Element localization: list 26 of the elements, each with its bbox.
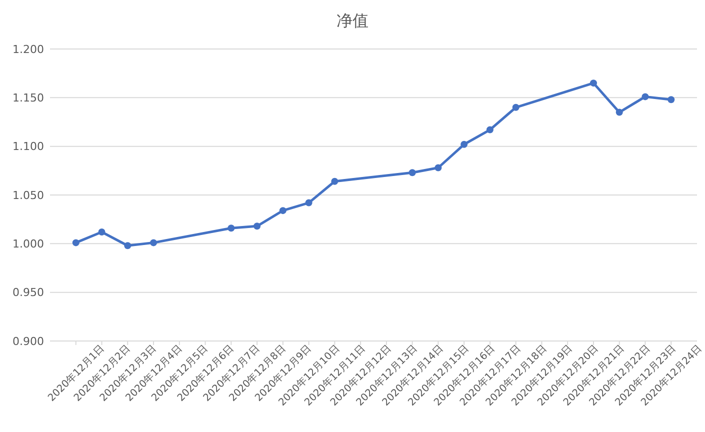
y-tick-label: 1.150: [12, 92, 44, 105]
chart-title: 净值: [336, 11, 368, 30]
point: [460, 140, 468, 148]
y-tick-label: 1.050: [12, 188, 44, 202]
point: [616, 108, 623, 116]
y-tick-label: 1.200: [12, 42, 44, 56]
point: [305, 199, 312, 206]
point: [668, 96, 675, 104]
point: [512, 104, 520, 111]
point: [279, 207, 286, 214]
y-tick-label: 1.100: [12, 140, 44, 154]
y-tick-label: 1.000: [12, 238, 44, 251]
point: [331, 178, 338, 185]
point: [486, 126, 494, 134]
point: [228, 224, 235, 232]
point: [124, 242, 132, 250]
point: [254, 222, 261, 230]
point: [408, 169, 416, 176]
y-tick-label: 0.950: [12, 286, 44, 300]
point: [98, 228, 106, 236]
point: [434, 164, 442, 172]
point: [150, 239, 158, 246]
point: [72, 239, 80, 246]
point: [590, 80, 597, 87]
y-tick-label: 0.900: [12, 334, 44, 348]
point: [642, 93, 649, 100]
